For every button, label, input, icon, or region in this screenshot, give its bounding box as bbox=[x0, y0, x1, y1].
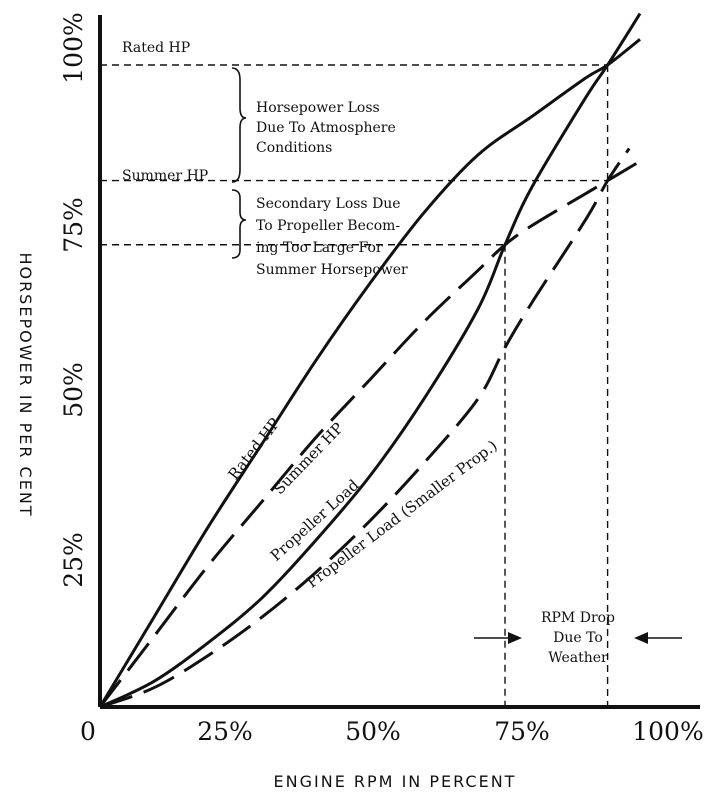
reference-guides bbox=[100, 64, 609, 707]
x-tick-label-4: 100% bbox=[632, 717, 703, 746]
rpm-drop-arrow-left-head bbox=[508, 632, 522, 644]
secondary-loss-line-4: Summer Horsepower bbox=[256, 262, 408, 278]
hp-loss-line-3: Conditions bbox=[256, 140, 332, 156]
hp-loss-line-1: Horsepower Loss bbox=[256, 100, 380, 116]
secondary-loss-line-1: Secondary Loss Due bbox=[256, 196, 401, 212]
series-line-propeller-load-smaller-prop bbox=[99, 147, 631, 709]
secondary-loss-line-2: To Propeller Becom- bbox=[256, 218, 400, 234]
rated-hp-ref-label: Rated HP bbox=[122, 40, 190, 56]
series-line-summer-hp bbox=[98, 160, 641, 708]
y-tick-label-1: 50% bbox=[59, 362, 88, 418]
y-axis-title: HORSEPOWER IN PER CENT bbox=[16, 252, 35, 517]
x-tick-label-1: 25% bbox=[197, 717, 253, 746]
summer-hp-ref-label: Summer HP bbox=[122, 168, 208, 184]
hp-loss-line-2: Due To Atmosphere bbox=[256, 120, 396, 136]
rpm-drop-arrow-right-head bbox=[634, 632, 648, 644]
secondary-loss-line-3: ing Too Large For bbox=[256, 240, 383, 256]
x-tick-label-0: 0 bbox=[80, 717, 96, 746]
y-tick-label-0: 25% bbox=[59, 532, 88, 588]
y-tick-label-2: 75% bbox=[59, 197, 88, 253]
series-line-rated-hp bbox=[98, 38, 641, 708]
plot-curves bbox=[98, 12, 642, 709]
x-axis-title: ENGINE RPM IN PERCENT bbox=[274, 772, 517, 791]
x-tick-label-2: 50% bbox=[345, 717, 401, 746]
curve-label-summer-hp: Summer HP bbox=[270, 419, 347, 498]
rpm-drop-line-2: Due To bbox=[553, 630, 603, 646]
x-tick-label-3: 75% bbox=[494, 717, 550, 746]
rpm-drop-line-1: RPM Drop bbox=[541, 610, 615, 626]
secondary-loss-brace bbox=[231, 189, 247, 259]
rpm-drop-line-3: Weather bbox=[548, 650, 608, 666]
curve-label-rated-hp: Rated HP bbox=[224, 415, 283, 484]
hp-loss-brace bbox=[231, 67, 247, 183]
series-line-propeller-load bbox=[99, 12, 642, 709]
y-tick-label-3: 100% bbox=[59, 12, 88, 83]
